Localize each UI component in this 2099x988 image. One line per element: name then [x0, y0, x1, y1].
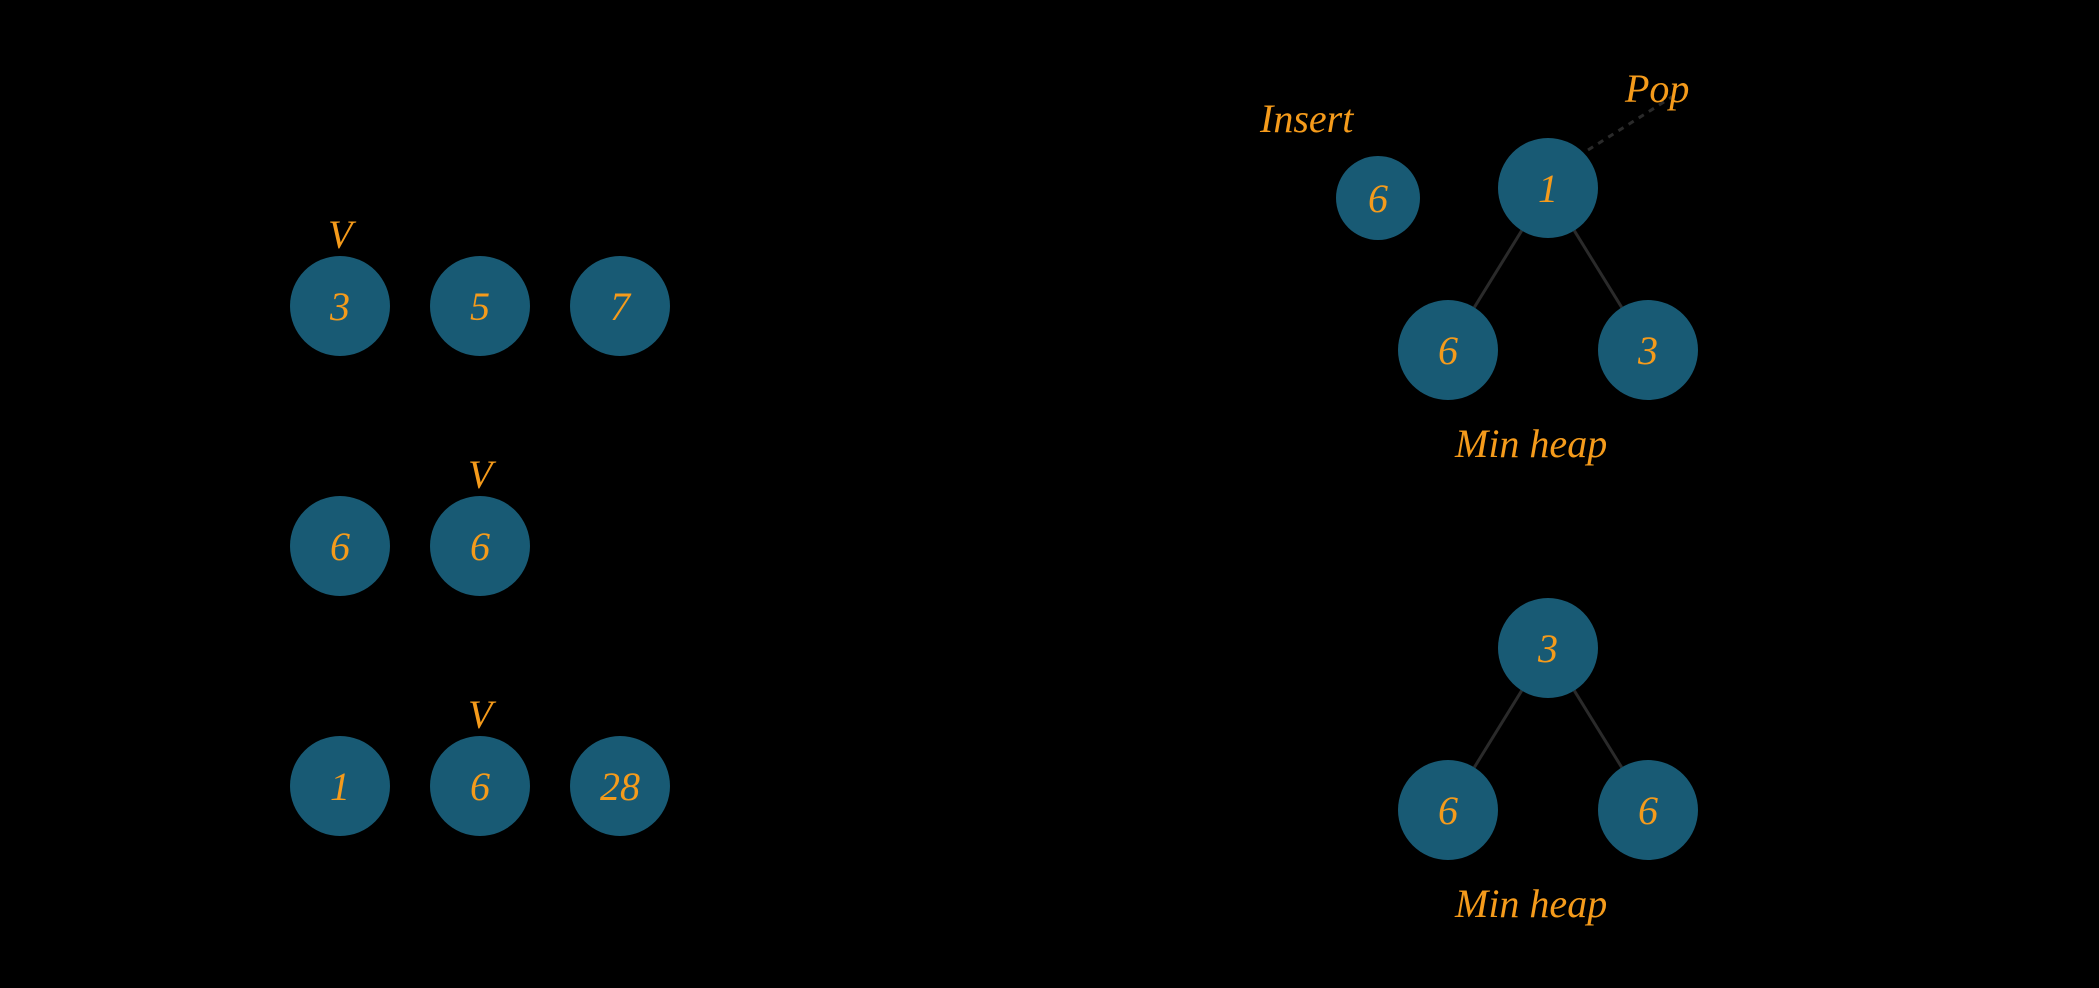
left-row-1-cell-0: 6	[290, 496, 390, 596]
heap-bottom-left: 6	[1398, 760, 1498, 860]
left-row-0-cell-2: 7	[570, 256, 670, 356]
heap-top-insert-label: Insert	[1260, 95, 1353, 142]
left-row-2-cell-1: 6	[430, 736, 530, 836]
left-row-1-v-label: V	[468, 451, 492, 498]
heap-bottom-root: 3	[1498, 598, 1598, 698]
left-row-2-v-label: V	[468, 691, 492, 738]
heap-top-insert-node: 6	[1336, 156, 1420, 240]
heap-top-pop-label: Pop	[1625, 65, 1689, 112]
diagram-edges	[0, 0, 2099, 988]
left-row-0-v-label: V	[328, 211, 352, 258]
heap-bottom-right: 6	[1598, 760, 1698, 860]
heap-top-right: 3	[1598, 300, 1698, 400]
heap-bottom-caption: Min heap	[1455, 880, 1607, 927]
heap-top-root: 1	[1498, 138, 1598, 238]
left-row-1-cell-1: 6	[430, 496, 530, 596]
left-row-2-cell-2: 28	[570, 736, 670, 836]
left-row-0-cell-1: 5	[430, 256, 530, 356]
left-row-0-cell-0: 3	[290, 256, 390, 356]
left-row-2-cell-0: 1	[290, 736, 390, 836]
heap-top-left: 6	[1398, 300, 1498, 400]
heap-top-caption: Min heap	[1455, 420, 1607, 467]
